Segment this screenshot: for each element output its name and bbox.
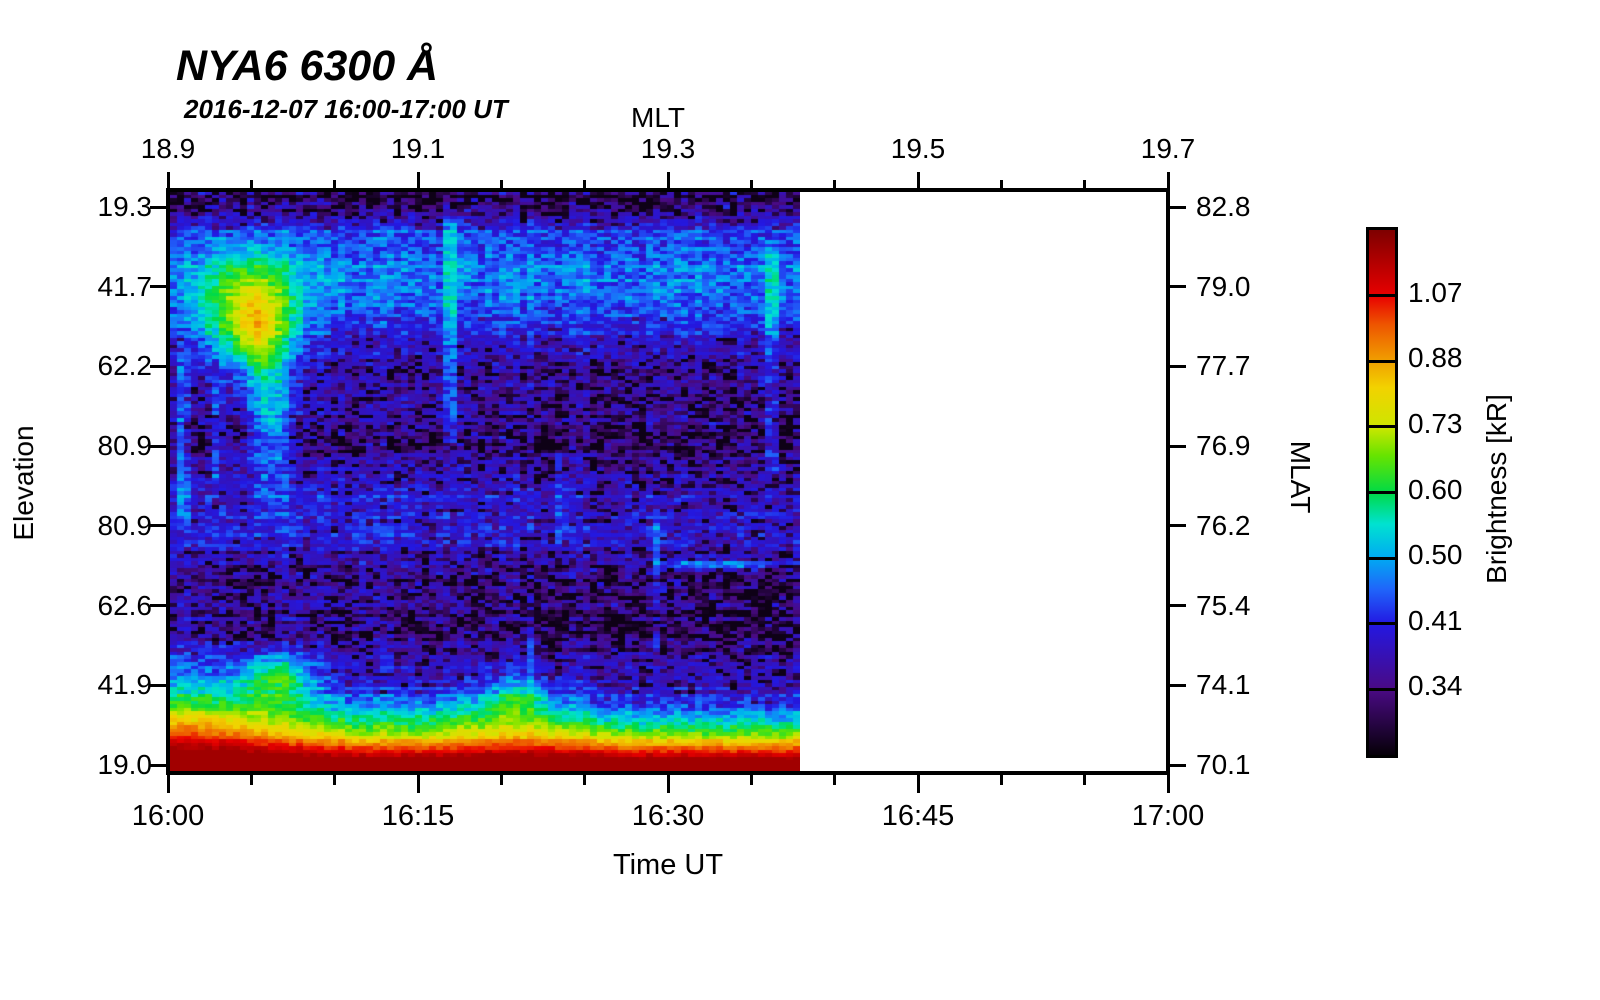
left-tick [150, 683, 166, 687]
left-tick-label: 19.3 [97, 191, 153, 222]
top-axis-title: MLT [631, 102, 685, 133]
colorbar-divider [1369, 556, 1395, 560]
plot-frame [166, 188, 1170, 775]
colorbar-divider [1369, 294, 1395, 298]
top-minor-tick [249, 180, 253, 188]
right-tick [1170, 763, 1186, 767]
bottom-major-tick [666, 775, 670, 793]
right-tick [1170, 524, 1186, 528]
right-tick-label: 70.1 [1196, 749, 1251, 780]
bottom-major-tick [416, 775, 420, 793]
top-tick-label: 19.5 [890, 133, 946, 164]
bottom-tick-label: 16:45 [881, 800, 955, 832]
left-tick [150, 524, 166, 528]
top-tick-label: 18.9 [140, 133, 196, 164]
top-tick-label: 19.7 [1140, 133, 1196, 164]
top-minor-tick [499, 180, 503, 188]
left-tick-label: 62.6 [97, 589, 153, 621]
right-tick [1170, 604, 1186, 608]
bottom-tick-label: 16:30 [631, 800, 705, 832]
colorbar [1366, 227, 1398, 758]
top-major-tick [1166, 172, 1170, 188]
left-tick [150, 364, 166, 368]
plot-title: NYA6 6300 Å [176, 42, 439, 90]
bottom-minor-tick [833, 775, 837, 785]
right-tick-label: 77.7 [1196, 350, 1251, 382]
bottom-minor-tick [999, 775, 1003, 785]
plot-subtitle: 2016-12-07 16:00-17:00 UT [184, 94, 508, 124]
right-tick [1170, 285, 1186, 289]
top-major-tick [166, 172, 170, 188]
top-minor-tick [333, 180, 337, 188]
bottom-tick-label: 16:00 [131, 800, 205, 832]
top-minor-tick [1083, 180, 1087, 188]
left-tick-label: 19.0 [97, 749, 153, 780]
left-tick [150, 444, 166, 448]
left-tick [150, 205, 166, 209]
top-tick-label: 19.1 [390, 133, 446, 164]
left-tick [150, 763, 166, 767]
colorbar-divider [1369, 491, 1395, 494]
right-tick-label: 76.2 [1196, 509, 1251, 541]
right-tick [1170, 364, 1186, 368]
right-tick-label: 79.0 [1196, 270, 1251, 302]
right-tick [1170, 205, 1186, 209]
bottom-minor-tick [583, 775, 587, 785]
left-tick-label: 80.9 [97, 509, 153, 541]
bottom-major-tick [916, 775, 920, 793]
top-minor-tick [749, 180, 753, 188]
bottom-tick-label: 16:15 [381, 800, 455, 832]
top-major-tick [416, 172, 420, 188]
right-tick [1170, 444, 1186, 448]
left-tick-label: 62.2 [97, 350, 153, 382]
bottom-major-tick [166, 775, 170, 793]
colorbar-divider [1369, 425, 1395, 429]
bottom-tick-label: 17:00 [1131, 800, 1205, 832]
right-tick-label: 76.9 [1196, 430, 1251, 462]
bottom-axis-title: Time UT [612, 849, 724, 881]
colorbar-tick-label: 0.34 [1408, 670, 1463, 702]
bottom-minor-tick [249, 775, 253, 785]
right-tick-label: 75.4 [1196, 589, 1251, 621]
right-tick-label: 74.1 [1196, 669, 1251, 701]
colorbar-tick-label: 0.41 [1408, 604, 1463, 636]
left-tick [150, 604, 166, 608]
colorbar-divider [1369, 687, 1395, 691]
colorbar-tick-label: 0.50 [1408, 539, 1463, 571]
right-tick-label: 82.8 [1196, 191, 1251, 222]
colorbar-divider [1369, 359, 1395, 363]
left-tick-label: 41.7 [97, 270, 153, 302]
bottom-minor-tick [1083, 775, 1087, 785]
left-tick-label: 41.9 [97, 669, 153, 701]
left-axis-title: Elevation [8, 425, 39, 541]
colorbar-title: Brightness [kR] [1481, 394, 1512, 584]
top-minor-tick [583, 180, 587, 188]
bottom-minor-tick [499, 775, 503, 785]
right-axis-title: MLAT [1285, 440, 1316, 514]
colorbar-tick-label: 0.88 [1408, 342, 1463, 374]
colorbar-tick-label: 0.60 [1408, 473, 1463, 505]
top-minor-tick [833, 180, 837, 188]
left-tick [150, 285, 166, 289]
top-minor-tick [999, 180, 1003, 188]
bottom-minor-tick [749, 775, 753, 785]
colorbar-tick-label: 1.07 [1408, 276, 1463, 308]
colorbar-divider [1369, 622, 1395, 626]
right-tick [1170, 683, 1186, 687]
left-tick-label: 80.9 [97, 430, 153, 462]
colorbar-tick-label: 0.73 [1408, 407, 1463, 439]
bottom-minor-tick [333, 775, 337, 785]
keogram-heatmap [170, 192, 800, 771]
top-major-tick [916, 172, 920, 188]
bottom-major-tick [1166, 775, 1170, 793]
top-tick-label: 19.3 [640, 133, 696, 164]
top-major-tick [666, 172, 670, 188]
